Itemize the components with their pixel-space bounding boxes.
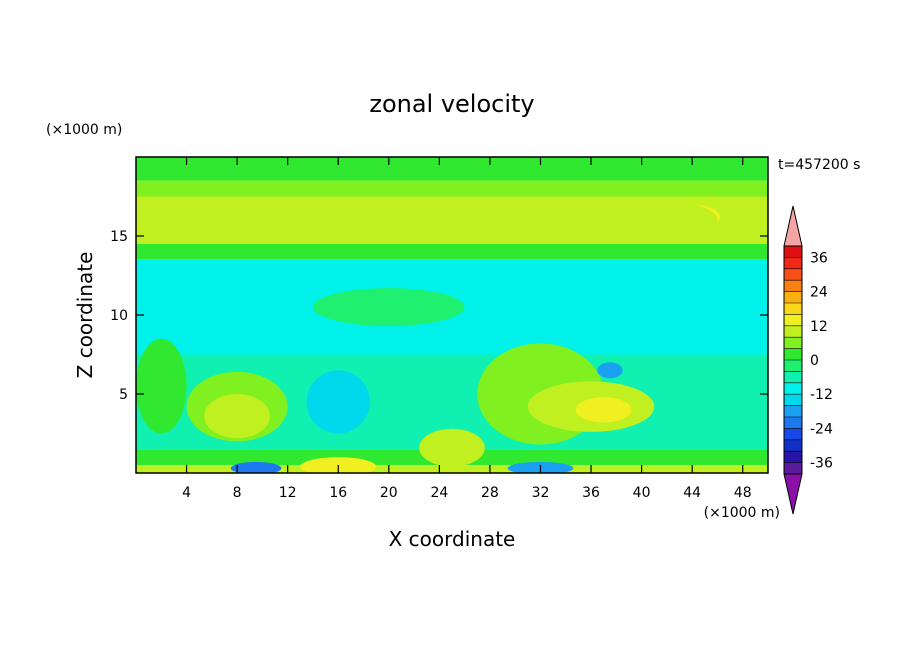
x-tick-label: 28 [481,485,499,501]
colorbar-swatch [784,439,802,452]
x-tick-label: 36 [582,485,600,501]
y-unit-label: (×1000 m) [46,122,122,138]
field-feature-6 [575,397,632,423]
colorbar-swatch [784,360,802,372]
colorbar-swatch [784,280,802,292]
colorbar-swatch [784,291,802,303]
colorbar-swatch [784,337,802,349]
field-feature-7 [306,370,370,434]
field-feature-11 [230,461,282,473]
x-unit-label: (×1000 m) [704,505,780,521]
colorbar-swatch [784,314,802,326]
colorbar: 36 24 12 0 -12 -24 -36 [783,205,833,515]
field-feature-3 [204,394,270,439]
colorbar-tick-label: -12 [810,387,833,403]
colorbar-swatch [784,417,802,429]
field-band-7 [136,465,768,473]
chart-title: zonal velocity [369,90,534,118]
x-tick-label: 44 [683,485,701,501]
colorbar-swatch [784,257,802,269]
colorbar-tick-label: 24 [810,285,828,301]
colorbar-swatch [784,371,802,383]
x-axis-label: X coordinate [389,527,516,551]
y-tick-label: 5 [119,387,128,403]
colorbar-tick-label: -36 [810,456,833,472]
x-tick-label: 40 [633,485,651,501]
colorbar-swatch [784,246,802,258]
field-band-3 [136,243,768,260]
colorbar-under-arrow [783,473,803,515]
time-label: t=457200 s [778,157,860,173]
contour-plot-area [136,157,768,473]
colorbar-swatch [784,405,802,417]
colorbar-over-arrow [783,205,803,247]
colorbar-tick-label: 12 [810,319,828,335]
colorbar-tick-label: 0 [810,353,819,369]
colorbar-swatch [784,382,802,395]
x-tick-label: 4 [182,485,191,501]
y-axis-label: Z coordinate [73,252,97,379]
field-feature-9 [419,428,485,467]
field-feature-1 [565,198,718,243]
field-feature-8 [312,288,465,327]
field-feature-14 [136,338,187,434]
field-band-0 [136,157,768,181]
field-feature-13 [597,362,623,379]
x-tick-label: 8 [233,485,242,501]
colorbar-tick-label: 36 [810,250,828,266]
x-tick-label: 24 [430,485,448,501]
colorbar-tick-label: -24 [810,421,833,437]
y-tick-label: 10 [110,308,128,324]
colorbar-swatch [784,428,802,440]
x-tick-label: 16 [329,485,347,501]
colorbar-swatch [784,268,802,281]
colorbar-swatch [784,394,802,406]
colorbar-swatch [784,462,802,474]
x-tick-label: 20 [380,485,398,501]
colorbar-swatch [784,451,802,463]
colorbar-swatch [784,325,802,338]
x-tick-label: 48 [734,485,752,501]
x-axis: 4 8 12 16 20 24 28 32 36 40 44 48 [182,157,752,501]
field-band-1 [136,180,768,197]
y-axis: 5 10 15 [110,229,768,403]
y-tick-label: 15 [110,229,128,245]
colorbar-swatch [784,303,802,315]
x-tick-label: 12 [279,485,297,501]
colorbar-swatch [784,348,802,360]
x-tick-label: 32 [532,485,550,501]
